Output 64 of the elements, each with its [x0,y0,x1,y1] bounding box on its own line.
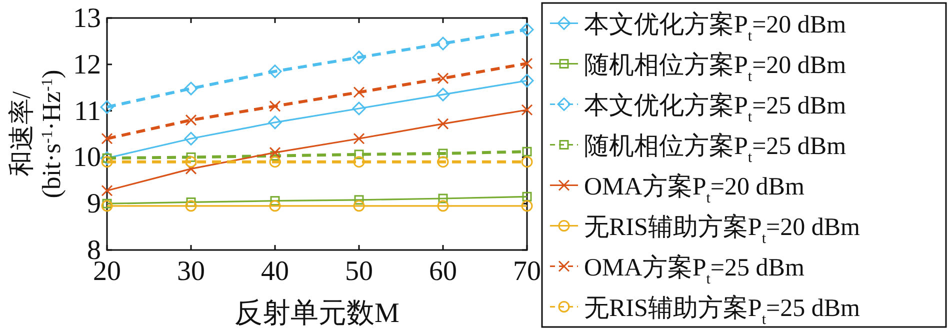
point [269,146,281,158]
point [353,132,365,144]
point [186,152,196,162]
y-tick-label: 10 [73,142,101,174]
point [102,198,112,208]
point [184,132,198,146]
point [101,184,113,196]
point [436,36,450,50]
legend-label: 本文优化方案P$_{t}$=20 dBm [584,10,847,44]
point [436,88,450,102]
point [100,100,114,114]
point [352,50,366,64]
y-tick-label: 9 [87,188,101,220]
point [521,156,533,168]
x-tick-label: 60 [429,256,457,287]
point [101,156,113,168]
point [185,200,197,212]
x-tick-label: 40 [261,256,289,287]
x-tick-label: 70 [513,256,541,287]
legend-label: OMA方案P$_{t}$=20 dBm [584,172,805,206]
point [521,200,533,212]
point [185,163,197,175]
legend-label: 无RIS辅助方案P$_{t}$=20 dBm [584,212,861,247]
point [520,74,534,88]
point [353,200,365,212]
point [186,197,196,207]
point [101,200,113,212]
point [438,194,448,204]
point [438,148,448,158]
y-tick-label: 11 [74,96,101,127]
x-tick-label: 50 [345,256,373,287]
point [520,22,534,36]
point [184,82,198,96]
legend-label: OMA方案P$_{t}$=25 dBm [584,253,805,288]
point [101,132,113,144]
x-tick-label: 30 [177,256,205,287]
point [437,72,449,84]
y-tick-label: 13 [73,3,101,34]
point [269,100,281,112]
point [521,104,533,116]
point [437,156,449,168]
point [522,192,532,202]
legend-label: 无RIS辅助方案P$_{t}$=25 dBm [584,294,861,328]
legend-label: 随机相位方案P$_{t}$=20 dBm [584,50,847,85]
point [269,200,281,212]
point [268,116,282,130]
point [521,58,533,70]
point [185,156,197,168]
point [270,196,280,206]
point [353,86,365,98]
point [269,156,281,168]
point [353,156,365,168]
point [354,150,364,160]
point [185,114,197,126]
point [522,146,532,156]
point [354,195,364,205]
point [352,102,366,116]
legend-label: 本文优化方案P$_{t}$=25 dBm [584,91,847,126]
point [437,200,449,212]
legend-label: 随机相位方案P$_{t}$=25 dBm [584,132,847,166]
y-tick-label: 12 [73,49,101,80]
x-axis-title: 反射单元数M [234,298,400,329]
point [268,64,282,78]
point [437,118,449,130]
